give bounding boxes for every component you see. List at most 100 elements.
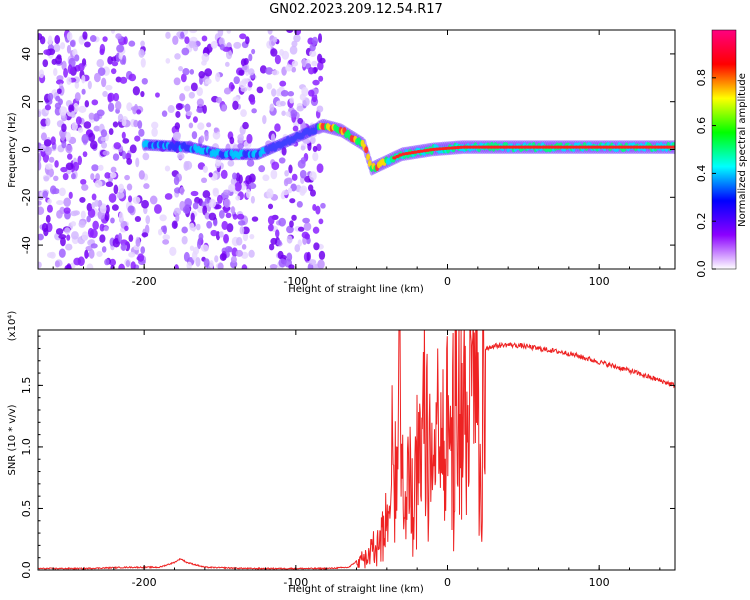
noise-speckle — [198, 71, 206, 79]
noise-speckle — [248, 53, 253, 62]
ridge-peak-dot — [613, 145, 619, 149]
noise-speckle — [128, 234, 134, 242]
ridge-peak-dot — [619, 145, 625, 149]
ridge-peak-dot — [631, 145, 637, 149]
noise-speckle — [208, 212, 217, 221]
noise-speckle — [175, 102, 183, 111]
noise-speckle — [66, 77, 72, 85]
ridge-peak-dot — [480, 145, 485, 149]
noise-speckle — [210, 40, 218, 49]
noise-speckle — [53, 68, 58, 77]
noise-speckle — [59, 106, 68, 116]
noise-speckle — [159, 214, 167, 222]
noise-speckle — [223, 189, 231, 195]
noise-speckle — [128, 251, 136, 258]
noise-speckle — [317, 53, 323, 63]
noise-speckle — [116, 191, 125, 199]
noise-speckle — [66, 44, 72, 54]
noise-speckle — [111, 61, 119, 67]
noise-speckle — [81, 231, 89, 241]
noise-speckle — [149, 195, 158, 205]
noise-speckle — [183, 85, 191, 92]
noise-speckle — [219, 253, 227, 261]
noise-speckle — [68, 191, 73, 199]
noise-speckle — [267, 215, 275, 225]
noise-speckle — [45, 117, 51, 127]
noise-speckle — [117, 113, 124, 123]
noise-speckle — [296, 105, 304, 112]
ridge-peak-dot — [628, 145, 634, 149]
noise-speckle — [43, 49, 51, 55]
noise-speckle — [272, 36, 278, 43]
ridge-peak-dot — [540, 145, 546, 149]
noise-speckle — [288, 264, 295, 269]
ridge-peak-dot — [577, 145, 582, 149]
noise-speckle — [290, 109, 298, 118]
ridge-peak-dot — [468, 145, 473, 149]
noise-speckle — [181, 226, 188, 234]
noise-speckle — [182, 206, 191, 214]
noise-speckle — [184, 103, 191, 113]
noise-speckle — [239, 226, 245, 235]
noise-speckle — [299, 186, 306, 196]
noise-speckle — [177, 152, 185, 160]
noise-speckle — [91, 193, 97, 201]
noise-speckle — [105, 181, 114, 188]
noise-speckle — [268, 243, 275, 251]
noise-speckle — [189, 36, 198, 43]
noise-speckle — [228, 183, 236, 192]
noise-speckle — [208, 172, 213, 178]
noise-speckle — [312, 203, 317, 211]
noise-speckle — [80, 178, 87, 185]
noise-speckle — [68, 104, 75, 113]
noise-speckle — [113, 92, 120, 102]
ridge-peak-dot — [656, 145, 661, 149]
noise-speckle — [297, 117, 304, 125]
noise-speckle — [241, 244, 247, 250]
noise-speckle — [173, 77, 181, 86]
noise-speckle — [78, 105, 87, 114]
noise-speckle — [84, 100, 90, 108]
noise-speckle — [208, 198, 217, 208]
noise-speckle — [43, 176, 50, 182]
noise-speckle — [45, 214, 51, 223]
noise-speckle — [54, 160, 59, 168]
noise-speckle — [308, 259, 317, 265]
noise-speckle — [288, 164, 293, 174]
noise-speckle — [63, 68, 69, 78]
noise-speckle — [184, 198, 193, 208]
ridge-peak-dot — [498, 145, 503, 149]
noise-speckles — [38, 30, 326, 269]
noise-speckle — [309, 49, 317, 57]
noise-speckle — [223, 198, 231, 208]
noise-speckle — [234, 181, 242, 192]
noise-speckle — [226, 223, 234, 233]
noise-speckle — [102, 150, 110, 156]
noise-speckle — [270, 237, 278, 245]
noise-speckle — [235, 249, 243, 257]
noise-speckle — [312, 152, 319, 162]
noise-speckle — [214, 255, 219, 263]
ridge-peak-dot — [595, 145, 600, 149]
noise-speckle — [204, 78, 212, 85]
noise-speckle — [88, 249, 95, 259]
noise-speckle — [217, 30, 224, 37]
noise-speckle — [201, 60, 207, 66]
noise-speckle — [317, 259, 325, 269]
noise-speckle — [246, 188, 251, 199]
noise-speckle — [209, 260, 214, 269]
noise-speckle — [278, 217, 286, 227]
noise-speckle — [87, 227, 94, 238]
ridge-peak-dot — [565, 145, 570, 149]
noise-speckle — [180, 73, 187, 83]
noise-speckle — [240, 58, 247, 67]
noise-speckle — [191, 131, 198, 140]
ridge-peak-dot — [534, 145, 540, 149]
ridge-peak-dot — [634, 145, 640, 149]
noise-speckle — [127, 195, 133, 203]
noise-speckle — [248, 68, 255, 76]
noise-speckle — [267, 203, 274, 210]
noise-speckle — [83, 121, 92, 129]
ridge-peak-dot — [477, 145, 482, 149]
